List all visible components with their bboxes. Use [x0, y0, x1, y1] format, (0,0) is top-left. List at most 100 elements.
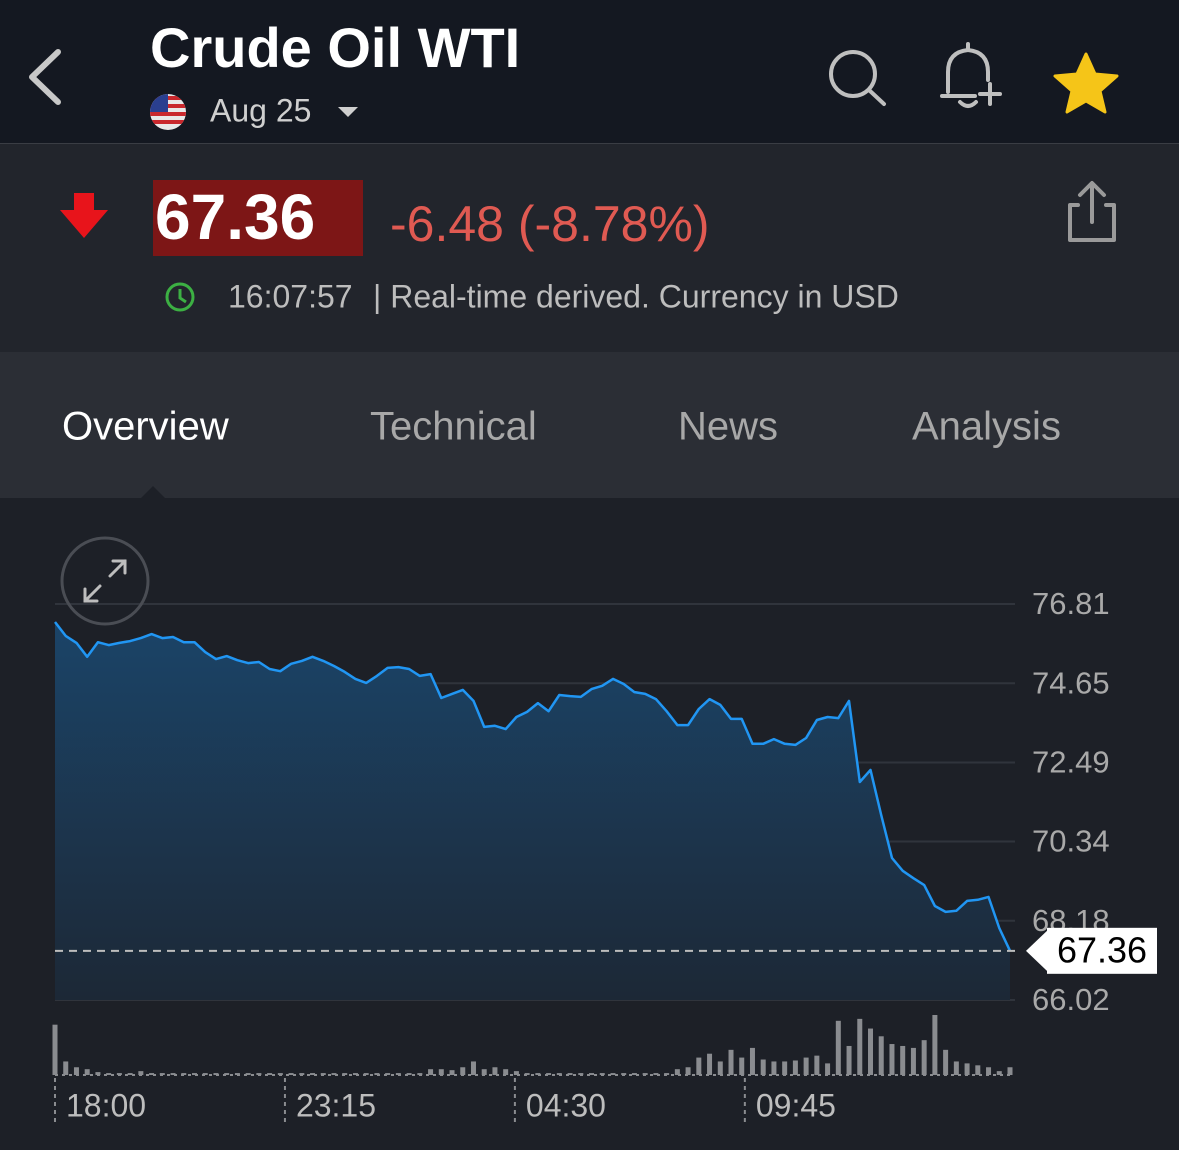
tab-overview[interactable]: Overview — [62, 405, 229, 449]
dropdown-caret[interactable] — [338, 107, 358, 117]
tab-news[interactable]: News — [678, 405, 778, 449]
volume-bar — [310, 1073, 316, 1075]
volume-bar — [63, 1061, 69, 1075]
volume-bar — [717, 1061, 723, 1075]
top-bar — [0, 0, 1179, 143]
volume-bar — [760, 1059, 766, 1075]
volume-bar — [363, 1073, 369, 1075]
volume-bar — [127, 1073, 133, 1075]
volume-bar — [986, 1067, 992, 1075]
volume-bar — [707, 1053, 713, 1075]
volume-bar — [846, 1045, 852, 1075]
volume-bar — [95, 1072, 101, 1075]
favorite-star[interactable] — [1053, 52, 1119, 114]
volume-bar — [975, 1065, 981, 1075]
quote-note: | Real-time derived. Currency in USD — [373, 278, 899, 314]
volume-bar — [792, 1060, 798, 1075]
volume-bar — [84, 1069, 90, 1075]
volume-bar — [245, 1073, 251, 1075]
contract-month[interactable]: Aug 25 — [210, 92, 311, 128]
expand-button[interactable] — [60, 536, 150, 626]
volume-bar — [481, 1069, 487, 1075]
y-tick-label: 70.34 — [1032, 824, 1110, 859]
volume-bar — [191, 1073, 197, 1075]
volume-bar — [106, 1073, 112, 1075]
volume-bar — [728, 1049, 734, 1075]
price-line — [54, 621, 1012, 952]
volume-bar — [524, 1073, 530, 1075]
tab-technical[interactable]: Technical — [370, 405, 537, 449]
volume-bar — [674, 1069, 680, 1075]
volume-bar — [910, 1047, 916, 1075]
volume-bar — [589, 1073, 595, 1075]
tab-bar — [0, 352, 1179, 498]
volume-bar — [460, 1067, 466, 1075]
volume-bar — [921, 1040, 927, 1075]
volume-bar — [513, 1071, 519, 1075]
search-button[interactable] — [829, 50, 886, 106]
volume-bar — [170, 1073, 176, 1075]
volume-bar — [535, 1073, 541, 1075]
quote-time: 16:07:57 — [228, 278, 353, 314]
volume-bar — [996, 1071, 1002, 1075]
volume-bar — [825, 1063, 831, 1075]
price-change: -6.48 (-8.78%) — [390, 196, 710, 252]
volume-bar — [503, 1069, 509, 1075]
alert-button[interactable] — [940, 42, 1002, 108]
volume-bar — [567, 1073, 573, 1075]
volume-bar — [331, 1073, 337, 1075]
area-fill — [55, 622, 1010, 1000]
volume-bar — [449, 1070, 455, 1075]
volume-bar — [631, 1073, 637, 1075]
y-tick-label: 66.02 — [1032, 982, 1110, 1017]
x-tick-label: 09:45 — [756, 1087, 836, 1123]
price-highlight — [153, 180, 363, 256]
volume-bar — [202, 1073, 208, 1075]
share-button[interactable] — [1068, 181, 1116, 242]
volume-bar — [696, 1057, 702, 1075]
volume-bar — [782, 1061, 788, 1075]
volume-bar — [374, 1073, 380, 1075]
volume-bar — [739, 1057, 745, 1075]
volume-bar — [224, 1073, 230, 1075]
volume-bar — [352, 1073, 358, 1075]
volume-bar — [932, 1015, 938, 1075]
volume-bar — [213, 1073, 219, 1075]
volume-bar — [814, 1055, 820, 1075]
y-tick-label: 72.49 — [1032, 745, 1110, 780]
volume-bar — [943, 1049, 949, 1075]
volume-bar — [749, 1047, 755, 1075]
tab-indicator — [141, 486, 165, 498]
volume-bar — [52, 1024, 58, 1075]
volume-bar — [878, 1036, 884, 1075]
volume-bar — [267, 1073, 273, 1075]
chart: 76.8174.6572.4970.3468.1866.0267.3618:00… — [52, 586, 1157, 1125]
volume-bar — [953, 1061, 959, 1075]
down-arrow — [60, 193, 108, 238]
volume-bar — [73, 1067, 79, 1075]
volume-bar — [653, 1073, 659, 1075]
volume-bar — [470, 1061, 476, 1075]
volume-bar — [406, 1073, 412, 1075]
volume-bar — [288, 1073, 294, 1075]
volume-bar — [803, 1057, 809, 1075]
x-tick-label: 23:15 — [296, 1087, 376, 1123]
volume-bar — [438, 1069, 444, 1075]
volume-bar — [546, 1073, 552, 1075]
back-button[interactable] — [29, 49, 61, 105]
us-flag — [150, 94, 186, 130]
volume-bar — [149, 1073, 155, 1075]
volume-bar — [138, 1071, 144, 1075]
last-price-pointer — [1026, 929, 1048, 972]
volume-bar — [868, 1028, 874, 1075]
volume-bar — [610, 1073, 616, 1075]
volume-bar — [1007, 1067, 1013, 1075]
volume-bar — [835, 1020, 841, 1075]
volume-bar — [428, 1069, 434, 1075]
volume-bar — [385, 1073, 391, 1075]
volume-bar — [900, 1045, 906, 1075]
tab-analysis[interactable]: Analysis — [912, 405, 1061, 449]
instrument-title: Crude Oil WTI — [150, 16, 520, 79]
last-price-label: 67.36 — [1057, 929, 1147, 970]
